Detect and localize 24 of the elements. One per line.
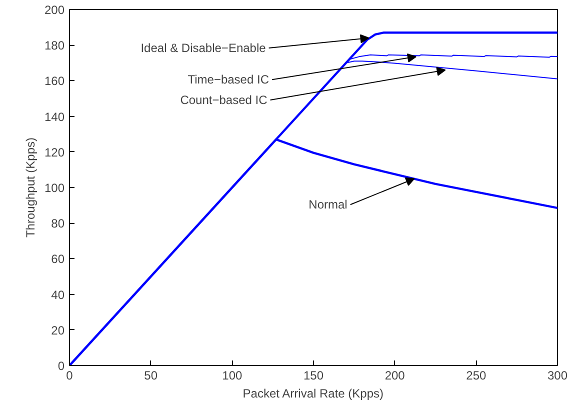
- y-tick-label: 200: [44, 3, 65, 17]
- y-tick-label: 20: [51, 323, 65, 338]
- x-tick-label: 0: [66, 368, 74, 382]
- x-axis-title: Packet Arrival Rate (Kpps): [242, 386, 384, 400]
- y-tick-label: 120: [44, 145, 65, 160]
- annotation: Ideal & Disable−Enable: [140, 40, 266, 55]
- y-axis-title: Throughput (Kpps): [23, 137, 38, 238]
- annotation: Time−based IC: [188, 72, 270, 87]
- y-tick-label: 100: [44, 181, 65, 195]
- y-tick-label: 180: [44, 38, 65, 53]
- annotation: Normal: [308, 198, 348, 212]
- x-tick-label: 100: [222, 368, 243, 382]
- y-tick-label: 40: [51, 288, 65, 302]
- x-tick-label: 300: [547, 368, 568, 382]
- x-tick-label: 50: [144, 368, 158, 382]
- x-tick-label: 250: [466, 368, 487, 382]
- y-tick-label: 80: [51, 216, 65, 231]
- annotation: Count−based IC: [180, 93, 268, 108]
- y-tick-label: 140: [44, 110, 65, 124]
- x-tick-label: 150: [303, 368, 324, 382]
- y-tick-label: 0: [58, 359, 65, 373]
- x-tick-label: 200: [384, 368, 406, 382]
- y-tick-label: 160: [44, 74, 65, 88]
- y-tick-label: 60: [51, 252, 65, 266]
